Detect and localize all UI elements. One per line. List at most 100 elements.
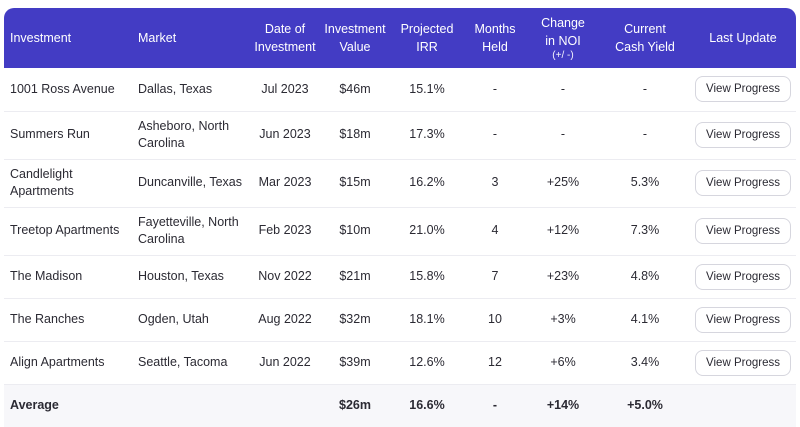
investment-cell: Treetop Apartments (4, 206, 134, 255)
noi-cell: +25% (526, 158, 600, 207)
column-header-label: Date of (264, 21, 306, 36)
column-header-lastupdate: Last Update (690, 8, 796, 68)
months-cell: 12 (464, 340, 526, 384)
date-cell: Jul 2023 (261, 81, 309, 96)
value-cell: $10m (320, 206, 390, 255)
column-header-label: Held (482, 40, 508, 54)
investment-cell: 1001 Ross Avenue (10, 81, 115, 96)
date-cell: Aug 2022 (250, 297, 320, 341)
irr-cell: 16.2% (390, 158, 464, 207)
table-body: 1001 Ross Avenue Dallas, Texas Jul 2023 $46… (4, 68, 796, 427)
months-cell: 3 (464, 158, 526, 207)
irr-cell: 21.0% (390, 206, 464, 255)
date-cell: Feb 2023 (250, 206, 320, 255)
value-cell: $39m (320, 340, 390, 384)
view-progress-button[interactable]: View Progress (695, 122, 791, 148)
investment-cell: Summers Run (4, 110, 134, 159)
date-cell: Jun 2023 (250, 110, 320, 159)
noi-cell: +6% (526, 340, 600, 384)
market-cell (134, 383, 250, 427)
table-header-row: Investment Market Date of Investment Investm… (4, 8, 796, 68)
view-progress-button[interactable]: View Progress (695, 263, 791, 290)
table-row: Summers Run Asheboro, North Carolina Jun 2… (4, 110, 796, 159)
value-cell: $32m (320, 297, 390, 341)
column-header-label: Cash Yield (615, 40, 675, 54)
value-cell: $46m (339, 81, 371, 96)
noi-cell: - (526, 110, 600, 159)
investment-cell: Align Apartments (4, 340, 134, 384)
column-header-label: Market (138, 30, 177, 45)
months-cell: 7 (464, 254, 526, 298)
date-cell: Nov 2022 (250, 254, 320, 298)
view-progress-button[interactable]: View Progress (695, 349, 791, 376)
action-cell: View Progress (690, 158, 796, 207)
yield-cell: +5.0% (600, 383, 690, 427)
view-progress-button[interactable]: View Progress (695, 170, 791, 196)
column-header-label: Change (541, 15, 585, 30)
months-cell: - (464, 110, 526, 159)
column-header-investment: Investment (4, 8, 134, 68)
irr-cell: 15.1% (409, 81, 445, 96)
action-cell: View Progress (690, 340, 796, 384)
irr-cell: 12.6% (390, 340, 464, 384)
irr-cell: 17.3% (390, 110, 464, 159)
view-progress-button[interactable]: View Progress (695, 218, 791, 244)
column-header-label: IRR (416, 40, 438, 54)
column-header-current-cashyield: Current Cash Yield (600, 8, 690, 68)
view-progress-button[interactable]: View Progress (695, 306, 791, 333)
column-header-label: Last Update (709, 30, 777, 45)
yield-cell: 7.3% (600, 206, 690, 255)
irr-cell: 16.6% (390, 383, 464, 427)
column-header-label: Investment (254, 40, 316, 54)
market-cell: Duncanville, Texas (134, 158, 250, 207)
date-cell: Jun 2022 (250, 340, 320, 384)
investments-table: Investment Market Date of Investment Investm… (4, 8, 796, 427)
column-header-projected-irr: Projected IRR (390, 8, 464, 68)
value-cell: $21m (320, 254, 390, 298)
investment-cell: The Ranches (4, 297, 134, 341)
noi-cell: +3% (526, 297, 600, 341)
table-row: Align Apartments Seattle, Tacoma Jun 2022 $… (4, 340, 796, 384)
irr-cell: 18.1% (390, 297, 464, 341)
yield-cell: 4.8% (600, 254, 690, 298)
value-cell: $15m (320, 158, 390, 207)
investments-table-container: Investment Market Date of Investment Investm… (4, 8, 796, 427)
action-cell: View Progress (690, 110, 796, 159)
months-cell: 4 (464, 206, 526, 255)
table-row: 1001 Ross Avenue Dallas, Texas Jul 2023 $46… (4, 68, 796, 111)
investment-cell: Candlelight Apartments (4, 158, 134, 207)
column-header-dateof-investment: Date of Investment (250, 8, 320, 68)
market-cell: Dallas, Texas (138, 81, 213, 96)
noi-cell: +23% (526, 254, 600, 298)
months-cell: - (464, 383, 526, 427)
action-cell: View Progress (690, 206, 796, 255)
table-row: The Madison Houston, Texas Nov 2022 $21m 15.… (4, 254, 796, 298)
months-cell: - (492, 81, 498, 96)
market-cell: Houston, Texas (134, 254, 250, 298)
yield-cell: - (600, 110, 690, 159)
date-cell: Mar 2023 (250, 158, 320, 207)
column-header-label: Investment (10, 30, 72, 45)
average-row: Average $26m 16.6% - +14% +5.0% (4, 383, 796, 427)
column-header-change-innoi: Change in NOI (+/ -) (526, 8, 600, 68)
irr-cell: 15.8% (390, 254, 464, 298)
column-header-label: Value (339, 40, 371, 54)
action-cell: View Progress (690, 297, 796, 341)
date-cell (250, 383, 320, 427)
yield-cell: 3.4% (600, 340, 690, 384)
column-header-label: in NOI (545, 34, 581, 48)
noi-cell: +14% (526, 383, 600, 427)
action-cell (690, 383, 796, 427)
table-row: Treetop Apartments Fayetteville, North Ca… (4, 206, 796, 255)
column-header-label: Investment (324, 21, 386, 36)
column-header-label: Projected (400, 21, 454, 36)
market-cell: Fayetteville, North Carolina (134, 206, 250, 255)
view-progress-button[interactable]: View Progress (695, 76, 791, 103)
noi-cell: +12% (526, 206, 600, 255)
table-row: Candlelight Apartments Duncanville, Texas… (4, 158, 796, 207)
column-header-label: Months (474, 21, 516, 36)
market-cell: Seattle, Tacoma (134, 340, 250, 384)
yield-cell: 5.3% (600, 158, 690, 207)
action-cell: View Progress (690, 68, 796, 111)
column-header-investment-value: Investment Value (320, 8, 390, 68)
